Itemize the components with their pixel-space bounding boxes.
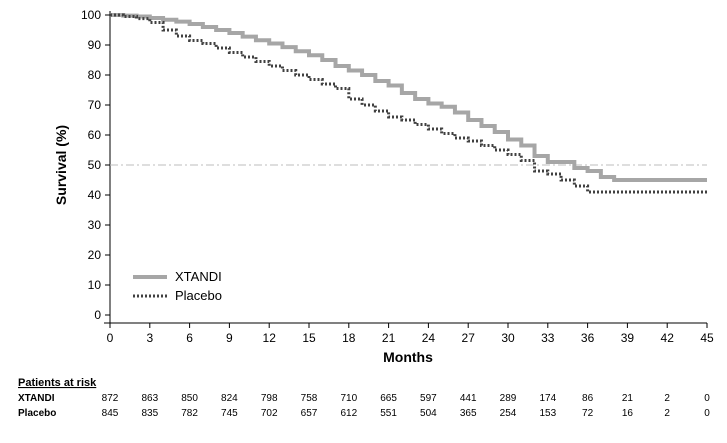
risk-value-xtandi: 863	[141, 393, 158, 404]
y-tick-label: 80	[88, 68, 102, 82]
y-tick-label: 50	[88, 158, 102, 172]
curve-xtandi	[110, 13, 707, 182]
risk-value-xtandi: 710	[340, 393, 357, 404]
x-tick-label: 45	[700, 331, 714, 345]
risk-value-xtandi: 758	[301, 393, 318, 404]
x-tick-label: 9	[226, 331, 233, 345]
risk-value-xtandi: 597	[420, 393, 437, 404]
risk-value-placebo: 845	[102, 408, 119, 419]
risk-value-placebo: 0	[704, 408, 710, 419]
risk-value-xtandi: 798	[261, 393, 278, 404]
risk-value-placebo: 153	[539, 408, 556, 419]
risk-value-placebo: 551	[380, 408, 397, 419]
risk-value-placebo: 657	[301, 408, 318, 419]
x-tick-label: 18	[342, 331, 356, 345]
survival-curves	[110, 13, 707, 194]
y-tick-label: 60	[88, 128, 102, 142]
risk-value-xtandi: 2	[664, 393, 670, 404]
x-tick-label: 36	[581, 331, 595, 345]
risk-value-placebo: 702	[261, 408, 278, 419]
risk-row-label-placebo: Placebo	[18, 408, 56, 419]
plot-frame	[104, 11, 707, 324]
legend: XTANDI Placebo	[133, 269, 222, 303]
patients-at-risk-title: Patients at risk	[18, 377, 97, 389]
x-tick-label: 27	[462, 331, 476, 345]
x-tick-label: 3	[146, 331, 153, 345]
y-axis: 0 10 20 30 40 50 60 70 80 90 100	[81, 8, 110, 322]
risk-value-xtandi: 872	[102, 393, 119, 404]
x-axis-title: Months	[383, 349, 433, 365]
risk-value-xtandi: 665	[380, 393, 397, 404]
legend-label-xtandi: XTANDI	[175, 269, 222, 284]
x-axis: 0 3 6 9 12 15 18 21 24 27 30 33 36 39 42 45	[107, 323, 714, 345]
risk-value-placebo: 2	[664, 408, 670, 419]
y-tick-label: 90	[88, 38, 102, 52]
patients-at-risk-table: 872 863 850 824 798 758 710 665 597 441 289 174 86 21…	[102, 393, 711, 419]
y-tick-label: 30	[88, 218, 102, 232]
y-tick-label: 0	[94, 308, 101, 322]
risk-value-xtandi: 0	[704, 393, 710, 404]
x-tick-label: 30	[501, 331, 515, 345]
risk-value-placebo: 835	[141, 408, 158, 419]
risk-row-label-xtandi: XTANDI	[18, 393, 55, 404]
y-tick-label: 20	[88, 248, 102, 262]
x-tick-label: 6	[186, 331, 193, 345]
y-tick-label: 70	[88, 98, 102, 112]
risk-value-placebo: 365	[460, 408, 477, 419]
x-tick-label: 21	[382, 331, 396, 345]
risk-value-xtandi: 289	[500, 393, 517, 404]
y-tick-label: 100	[81, 8, 101, 22]
curve-placebo	[110, 13, 707, 194]
risk-value-xtandi: 441	[460, 393, 477, 404]
y-tick-label: 10	[88, 278, 102, 292]
risk-value-placebo: 612	[340, 408, 357, 419]
risk-value-xtandi: 174	[539, 393, 556, 404]
x-tick-label: 0	[107, 331, 114, 345]
risk-value-xtandi: 86	[582, 393, 594, 404]
risk-value-placebo: 745	[221, 408, 238, 419]
legend-label-placebo: Placebo	[175, 288, 222, 303]
risk-value-placebo: 254	[500, 408, 517, 419]
risk-value-placebo: 16	[622, 408, 634, 419]
risk-value-xtandi: 850	[181, 393, 198, 404]
y-axis-title: Survival (%)	[53, 125, 69, 205]
risk-value-xtandi: 824	[221, 393, 238, 404]
risk-value-placebo: 504	[420, 408, 437, 419]
x-tick-label: 39	[621, 331, 635, 345]
y-tick-label: 40	[88, 188, 102, 202]
x-tick-label: 33	[541, 331, 555, 345]
x-tick-label: 42	[661, 331, 675, 345]
x-tick-label: 15	[302, 331, 316, 345]
x-tick-label: 12	[263, 331, 277, 345]
risk-value-placebo: 72	[582, 408, 594, 419]
risk-value-placebo: 782	[181, 408, 198, 419]
risk-value-xtandi: 21	[622, 393, 634, 404]
x-tick-label: 24	[422, 331, 436, 345]
